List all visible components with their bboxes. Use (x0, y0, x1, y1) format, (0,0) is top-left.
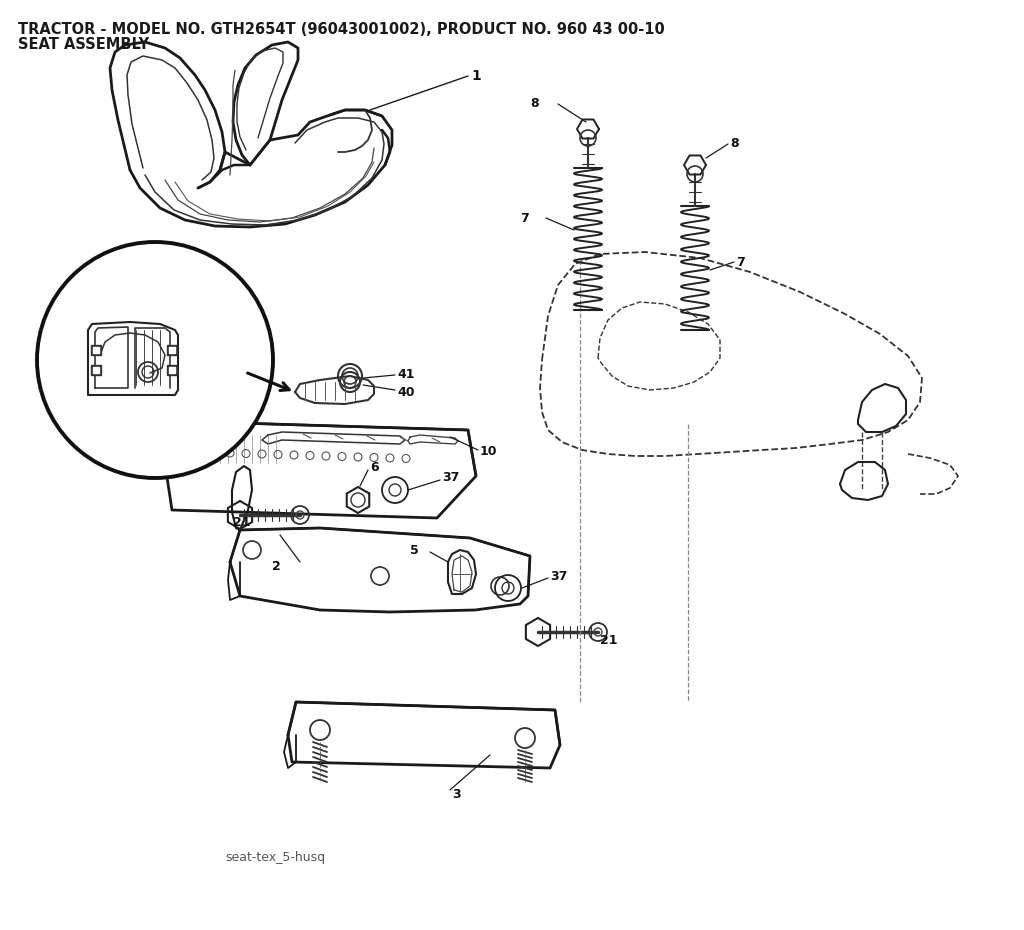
Bar (167, 365, 177, 375)
Bar (169, 367, 175, 373)
Text: 37: 37 (442, 472, 460, 485)
Text: 7: 7 (520, 211, 528, 224)
Bar (93, 347, 99, 353)
Text: 7: 7 (736, 256, 744, 269)
Text: 37: 37 (550, 569, 567, 582)
Text: 8: 8 (730, 138, 738, 151)
Bar (93, 367, 99, 373)
Circle shape (37, 242, 273, 478)
Text: 21: 21 (600, 633, 617, 646)
Text: 6: 6 (370, 461, 379, 474)
Text: 10: 10 (480, 445, 498, 458)
Bar (167, 345, 177, 355)
Text: TRACTOR - MODEL NO. GTH2654T (96043001002), PRODUCT NO. 960 43 00-10: TRACTOR - MODEL NO. GTH2654T (9604300100… (18, 22, 665, 37)
Text: 21: 21 (233, 515, 251, 528)
Bar (91, 345, 101, 355)
Text: SEAT ASSEMBLY: SEAT ASSEMBLY (18, 37, 150, 52)
Bar (169, 347, 175, 353)
Text: 1: 1 (471, 69, 480, 83)
Text: 2: 2 (272, 560, 281, 573)
Text: 8: 8 (530, 98, 539, 111)
Text: seat-tex_5-husq: seat-tex_5-husq (225, 852, 326, 865)
Text: 41: 41 (397, 368, 415, 381)
Text: 40: 40 (397, 387, 415, 400)
Text: 5: 5 (410, 543, 419, 556)
Text: 3: 3 (452, 788, 461, 801)
Bar (91, 365, 101, 375)
